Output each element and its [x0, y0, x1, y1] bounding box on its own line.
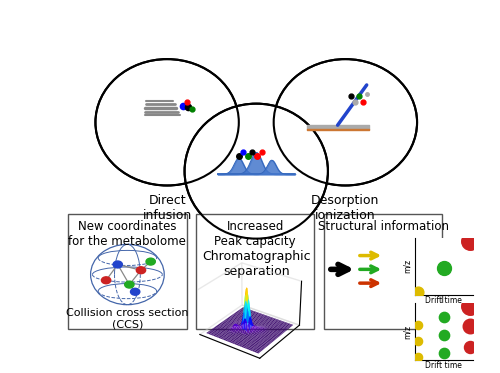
Y-axis label: m/z: m/z [403, 259, 412, 273]
Circle shape [130, 288, 140, 295]
Point [414, 322, 422, 328]
Point [414, 289, 422, 295]
FancyBboxPatch shape [68, 214, 186, 329]
Point [440, 266, 448, 272]
Point [466, 238, 474, 244]
X-axis label: Drift time: Drift time [426, 296, 462, 305]
Ellipse shape [184, 104, 328, 239]
Text: Direct
infusion: Direct infusion [142, 194, 192, 222]
FancyBboxPatch shape [324, 214, 442, 329]
Point [440, 332, 448, 338]
Point [440, 350, 448, 356]
Text: Desorption
ionization: Desorption ionization [311, 194, 380, 222]
Point [466, 303, 474, 309]
Circle shape [102, 277, 110, 284]
Point [414, 354, 422, 360]
Point [440, 314, 448, 320]
X-axis label: Drift time: Drift time [426, 361, 462, 370]
Text: Chromatographic
separation: Chromatographic separation [202, 250, 310, 278]
Circle shape [113, 261, 122, 268]
Point [466, 323, 474, 329]
Circle shape [136, 267, 145, 274]
Ellipse shape [96, 59, 239, 185]
Circle shape [146, 258, 156, 265]
Text: Collision cross section
(CCS): Collision cross section (CCS) [66, 308, 188, 329]
Point [466, 344, 474, 350]
Text: New coordinates
for the metabolome: New coordinates for the metabolome [68, 220, 186, 248]
FancyBboxPatch shape [196, 214, 314, 329]
Y-axis label: m/z: m/z [403, 325, 412, 339]
Ellipse shape [274, 59, 417, 185]
Circle shape [124, 281, 134, 288]
Point [414, 338, 422, 344]
Text: Increased
Peak capacity: Increased Peak capacity [214, 220, 296, 248]
Text: Structural information: Structural information [318, 220, 448, 233]
